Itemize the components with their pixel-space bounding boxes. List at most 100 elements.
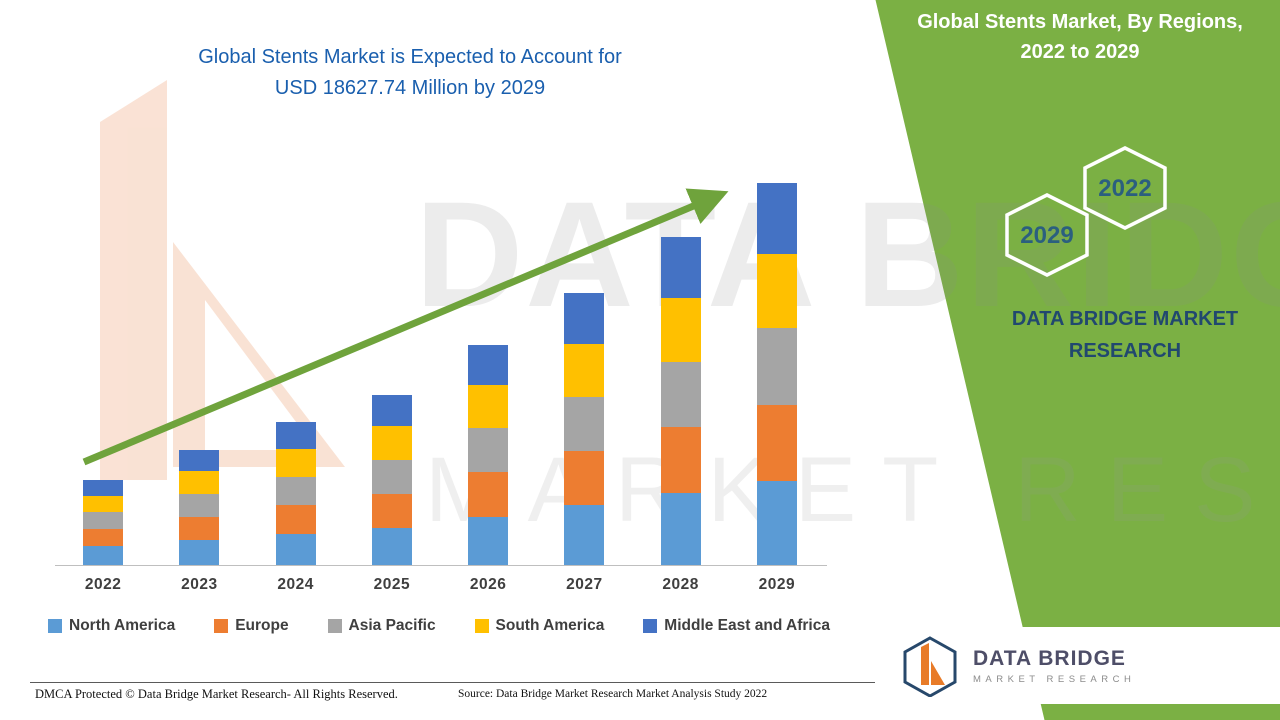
legend-swatch <box>474 619 489 633</box>
bar-column <box>440 170 536 565</box>
x-axis-label: 2023 <box>181 576 218 593</box>
chart-title: Global Stents Market is Expected to Acco… <box>70 42 750 104</box>
legend-item: North America <box>48 617 175 635</box>
legend-item: Europe <box>214 617 289 635</box>
bar-segment-south-america <box>179 471 220 494</box>
bar-segment-europe <box>83 529 124 547</box>
x-axis-label: 2026 <box>469 576 507 593</box>
bar-segment-asia-pacific <box>179 493 220 517</box>
bar-segment-north-america <box>179 539 220 565</box>
bar-column <box>151 170 247 565</box>
bar-column <box>344 170 440 565</box>
bar-stack <box>564 293 605 565</box>
bar-stack <box>371 394 412 565</box>
bar-segment-asia-pacific <box>756 328 797 405</box>
legend-label: Europe <box>235 617 289 634</box>
bar-segment-middle-east-and-africa <box>660 236 701 298</box>
bar-segment-middle-east-and-africa <box>756 183 797 254</box>
bar-stack <box>756 183 797 565</box>
bar-segment-asia-pacific <box>468 428 509 473</box>
side-panel-title: Global Stents Market, By Regions, 2022 t… <box>885 7 1275 67</box>
bar-segment-north-america <box>468 516 509 565</box>
bar-segment-north-america <box>660 492 701 565</box>
bar-segment-middle-east-and-africa <box>275 422 316 449</box>
bar-stack <box>468 344 509 565</box>
bar-segment-north-america <box>756 481 797 565</box>
bar-column <box>633 170 729 565</box>
bar-stack <box>179 450 220 565</box>
legend-label: North America <box>69 617 176 634</box>
bar-stack <box>660 236 701 565</box>
bar-segment-south-america <box>756 253 797 329</box>
x-axis-label: 2029 <box>758 576 796 593</box>
hexagon-2029-label: 2029 <box>1020 222 1073 249</box>
legend-label: South America <box>495 617 605 634</box>
legend-swatch <box>48 619 62 633</box>
year-hexagons: 2029 2022 <box>1005 146 1167 277</box>
legend-item: Asia Pacific <box>327 617 436 635</box>
dmca-text: DMCA Protected © Data Bridge Market Rese… <box>35 687 398 701</box>
bar-segment-south-america <box>564 343 605 397</box>
bar-segment-south-america <box>371 426 412 460</box>
chart-title-line2: USD 18627.74 Million by 2029 <box>274 77 546 99</box>
logo-card: DATA BRIDGE MARKET RESEARCH <box>883 627 1280 704</box>
bar-segment-europe <box>660 427 701 493</box>
bar-stack <box>275 422 316 565</box>
side-panel-brand: DATA BRIDGE MARKET RESEARCH <box>955 303 1280 367</box>
logo-text-block: DATA BRIDGE MARKET RESEARCH <box>973 647 1135 685</box>
logo-brand-text: DATA BRIDGE <box>973 646 1126 670</box>
bar-chart <box>55 170 825 565</box>
bar-segment-asia-pacific <box>275 476 316 506</box>
legend-item: Middle East and Africa <box>643 617 830 635</box>
bar-segment-middle-east-and-africa <box>468 344 509 386</box>
x-axis-label: 2024 <box>277 576 314 593</box>
bar-segment-europe <box>371 493 412 528</box>
bar-segment-south-america <box>468 385 509 429</box>
bar-segment-middle-east-and-africa <box>564 293 605 344</box>
bar-segment-middle-east-and-africa <box>371 394 412 427</box>
bar-segment-south-america <box>660 297 701 362</box>
bar-segment-asia-pacific <box>371 459 412 494</box>
legend-item: South America <box>474 617 605 635</box>
bar-column <box>248 170 344 565</box>
bar-segment-europe <box>179 516 220 540</box>
side-panel-brand-line2: RESEARCH <box>1068 340 1182 362</box>
bar-segment-middle-east-and-africa <box>179 450 220 472</box>
legend-swatch <box>643 619 658 633</box>
source-text: Source: Data Bridge Market Research Mark… <box>458 688 768 700</box>
bar-segment-middle-east-and-africa <box>83 480 124 496</box>
x-axis-labels: 2022 2023 2024 2025 2026 2027 2028 2029 <box>55 576 825 594</box>
bar-segment-europe <box>275 505 316 534</box>
bar-segment-europe <box>564 450 605 506</box>
bar-column <box>55 170 151 565</box>
footer-divider <box>30 682 875 683</box>
bar-segment-asia-pacific <box>83 512 124 530</box>
bar-segment-north-america <box>275 533 316 565</box>
x-axis-label: 2027 <box>566 576 603 593</box>
logo-sub-text: MARKET RESEARCH <box>973 673 1136 685</box>
side-panel-brand-line1: DATA BRIDGE MARKET <box>1011 308 1239 330</box>
bar-column <box>729 170 825 565</box>
legend-label: Asia Pacific <box>348 617 436 634</box>
legend-swatch <box>327 619 342 633</box>
dbmr-logo-icon <box>903 635 957 697</box>
bar-segment-asia-pacific <box>660 361 701 428</box>
chart-title-line1: Global Stents Market is Expected to Acco… <box>198 46 622 68</box>
hexagon-2022-label: 2022 <box>1098 175 1151 202</box>
bar-segment-south-america <box>275 448 316 477</box>
x-axis-label: 2022 <box>84 576 122 593</box>
bar-stack <box>83 480 124 565</box>
side-panel-title-line1: Global Stents Market, By Regions, <box>917 11 1243 33</box>
hexagon-2022-icon <box>1083 146 1167 230</box>
bar-segment-north-america <box>83 546 124 565</box>
bar-column <box>536 170 632 565</box>
legend-swatch <box>214 619 229 633</box>
bar-segment-south-america <box>83 495 124 513</box>
bar-segment-europe <box>756 404 797 481</box>
x-axis-label: 2028 <box>662 576 699 593</box>
chart-legend: North America Europe Asia Pacific South Ame… <box>48 617 830 635</box>
bar-segment-asia-pacific <box>564 396 605 451</box>
x-axis-line <box>55 565 827 566</box>
x-axis-label: 2025 <box>373 576 411 593</box>
